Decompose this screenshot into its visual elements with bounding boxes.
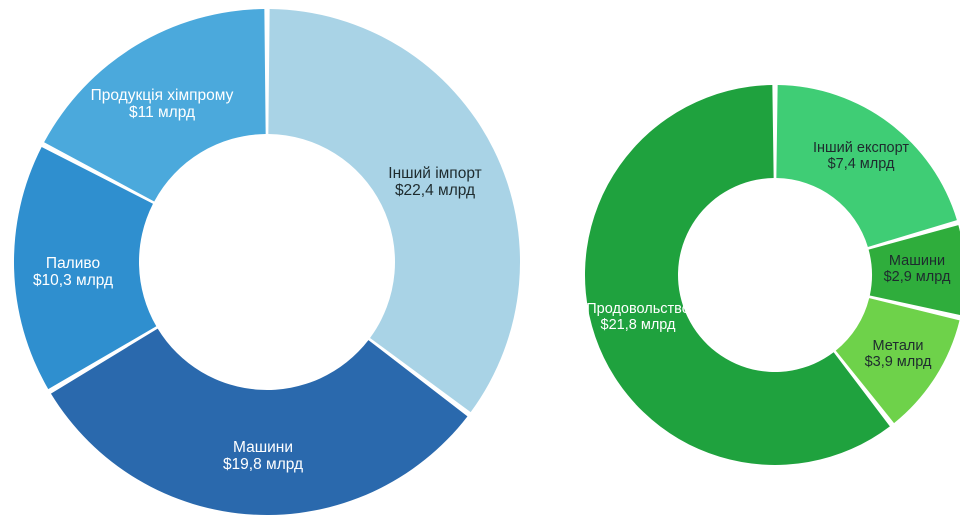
export-slice-label-1: Інший експорт $7,4 млрд [813,140,909,172]
import-slice-label-2-line-1: Машини [233,439,293,456]
export-slice-label-4-line-2: $21,8 млрд [601,317,676,333]
import-slice-label-1-line-1: Інший імпорт [388,165,481,182]
import-slice-4 [44,9,266,202]
import-slice-label-4-line-1: Продукція хімпрому [91,87,234,104]
import-slice-label-1-line-2: $22,4 млрд [395,182,475,199]
export-slice-label-3-line-1: Метали [873,338,924,354]
export-slice-1 [776,85,957,247]
import-slice-label-3: Паливо $10,3 млрд [33,255,113,289]
import-slice-3 [13,146,157,390]
import-slice-label-2-line-2: $19,8 млрд [223,456,303,473]
import-slice-label-4-line-2: $11 млрд [129,104,195,121]
export-slice-2 [868,225,960,315]
export-slice-3 [835,298,960,424]
export-slice-4 [584,85,890,466]
export-slice-label-4: Продовольство $21,8 млрд [586,301,690,333]
export-donut-chart: Інший експорт $7,4 млрд Машини $2,9 млрд Мет… [584,85,960,466]
import-slice-label-1: Інший імпорт $22,4 млрд [388,165,481,199]
export-slice-label-1-line-2: $7,4 млрд [828,156,895,172]
import-slice-label-3-line-1: Паливо [46,255,100,272]
import-slice-label-4: Продукція хімпрому $11 млрд [91,87,234,121]
export-slice-label-2-line-2: $2,9 млрд [884,269,951,285]
export-slice-label-4-line-1: Продовольство [586,301,690,317]
import-slice-1 [268,9,521,413]
export-slice-label-1-line-1: Інший експорт [813,140,909,156]
export-slice-label-2-line-1: Машини [889,253,945,269]
export-slice-label-2: Машини $2,9 млрд [884,253,951,285]
import-slice-2 [50,328,468,516]
import-slice-label-2: Машини $19,8 млрд [223,439,303,473]
export-slice-label-3-line-2: $3,9 млрд [865,354,932,370]
import-donut-chart: Інший імпорт $22,4 млрд Машини $19,8 млрд Па… [13,9,521,516]
export-slice-label-3: Метали $3,9 млрд [865,338,932,370]
import-slice-label-3-line-2: $10,3 млрд [33,272,113,289]
